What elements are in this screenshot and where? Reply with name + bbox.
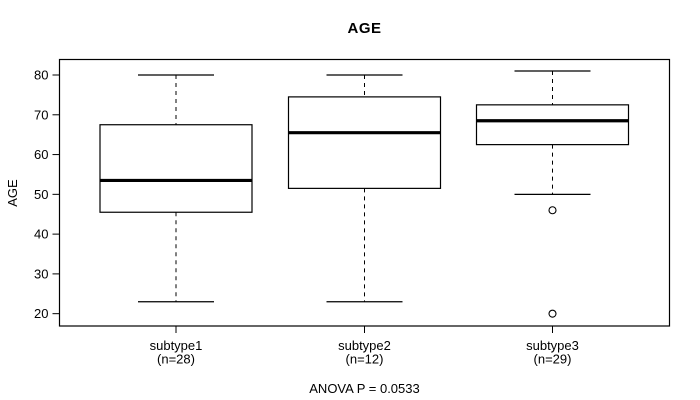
group-label: subtype1	[150, 338, 203, 353]
group-count-label: (n=29)	[534, 352, 572, 367]
y-tick-label: 60	[34, 147, 48, 162]
group-label: subtype2	[338, 338, 391, 353]
y-tick-label: 30	[34, 266, 48, 281]
anova-p-value: ANOVA P = 0.0533	[309, 381, 420, 396]
y-tick-label: 70	[34, 107, 48, 122]
iqr-box	[475, 104, 630, 146]
iqr-box	[287, 96, 442, 189]
group-count-label: (n=28)	[157, 352, 195, 367]
outlier-point	[548, 206, 557, 215]
y-tick-label: 50	[34, 187, 48, 202]
y-tick-label: 20	[34, 306, 48, 321]
iqr-box	[99, 124, 253, 213]
y-tick-label: 80	[34, 68, 48, 83]
group-label: subtype3	[526, 338, 579, 353]
outlier-point	[548, 309, 557, 318]
y-tick-label: 40	[34, 227, 48, 242]
chart-title: AGE	[347, 20, 382, 37]
group-count-label: (n=12)	[346, 352, 384, 367]
